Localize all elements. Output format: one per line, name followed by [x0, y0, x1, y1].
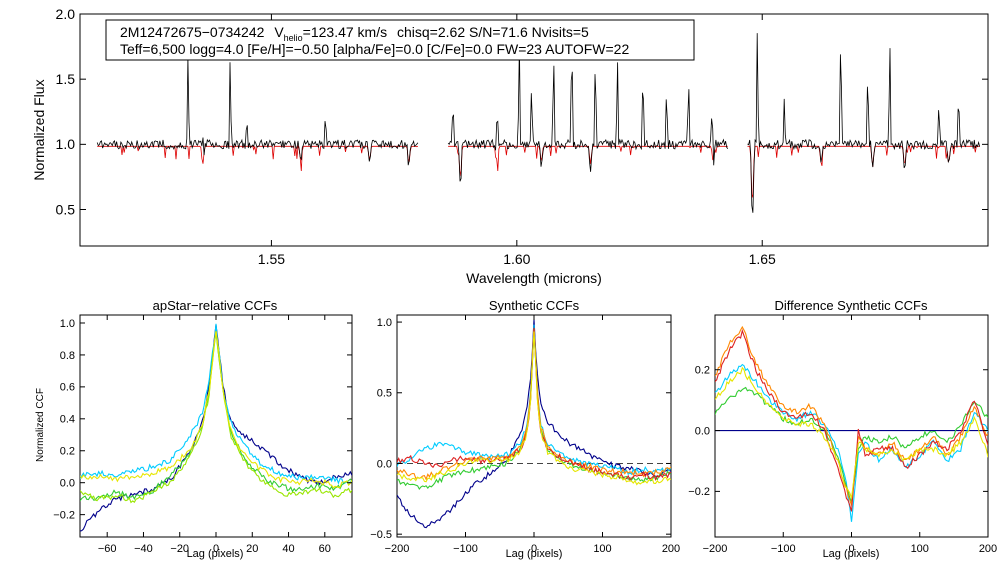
observed-spectrum-segment: [447, 42, 729, 182]
spectrum-info-box: [105, 19, 695, 61]
apstar-ccf-xlabel: Lag (pixels): [187, 548, 244, 560]
xtick-label: −40: [134, 543, 153, 555]
apstar-ccf-panel: apStar−relative CCFs −60 −40 −20 0 20 40 60 −0.…: [35, 298, 353, 560]
xtick-label: 0: [213, 543, 219, 555]
observed-spectrum-segment: [96, 56, 419, 166]
ccf-series-visit-4: [715, 325, 988, 506]
vhelio-symbol: V: [274, 24, 284, 40]
xtick-label: 0: [531, 543, 537, 555]
ytick-label: 0.0: [377, 458, 392, 470]
apstar-ccf-data: [80, 323, 352, 532]
ytick-label: 2.0: [56, 6, 76, 22]
ytick-label: 1.0: [56, 136, 76, 152]
synthetic-ccf-title: Synthetic CCFs: [489, 298, 580, 313]
ytick-label: −0.5: [370, 529, 392, 541]
apstar-ccf-axes-frame: [79, 314, 353, 538]
ccf-series-visit-1: [80, 324, 352, 532]
xtick-label: 200: [979, 543, 997, 555]
ytick-label: 0.2: [695, 365, 710, 377]
difference-ccf-data: [715, 325, 988, 522]
ytick-label: 1.0: [377, 317, 392, 329]
spectrum-ticks: 1.55 1.60 1.65 0.5 1.0 1.5 2.0: [56, 6, 988, 267]
xtick-label: 1.65: [749, 251, 776, 267]
ccf-series-visit-4: [80, 331, 352, 504]
fit-statistics: chisq=2.62 S/N=71.6 Nvisits=5: [397, 24, 589, 40]
ytick-label: 1.5: [56, 71, 76, 87]
synthetic-ccf-ticks: −200 −100 0 100 200 −0.5 0.0 0.5 1.0: [370, 315, 680, 555]
ccf-series-visit-6: [715, 366, 988, 499]
synthetic-ccf-panel: Synthetic CCFs −200 −100 0 100 200 −0.5 0.0 0.5…: [370, 298, 680, 560]
difference-ccf-ticks: −200 −100 0 100 200 −0.2 0.0 0.2: [688, 315, 997, 555]
xtick-label: −100: [453, 543, 478, 555]
ytick-label: 0.8: [60, 350, 75, 362]
ytick-label: −0.2: [688, 486, 710, 498]
ccf-series-visit-5: [397, 328, 671, 482]
ccf-series-visit-5: [80, 331, 352, 489]
ccf-series-visit-2: [80, 323, 352, 485]
xtick-label: −200: [703, 543, 728, 555]
xtick-label: −60: [98, 543, 117, 555]
synthetic-ccf-data: [397, 319, 671, 529]
ccf-series-visit-1: [397, 319, 671, 529]
xtick-label: −20: [170, 543, 189, 555]
ytick-label: 0.6: [60, 382, 75, 394]
xtick-label: 60: [319, 543, 331, 555]
spectrum-ylabel: Normalized Flux: [31, 79, 47, 180]
xtick-label: 1.55: [258, 251, 285, 267]
xtick-label: 100: [911, 543, 929, 555]
ccf-series-visit-5: [715, 328, 988, 512]
ytick-label: 0.0: [60, 478, 75, 490]
ytick-label: 0.5: [56, 201, 76, 217]
ytick-label: 0.5: [377, 388, 392, 400]
apstar-ccf-title: apStar−relative CCFs: [153, 298, 278, 313]
ccf-series-visit-6: [397, 331, 671, 486]
apstar-ccf-ylabel: Normalized CCF: [35, 388, 46, 462]
ccf-series-visit-2: [397, 324, 671, 476]
vhelio-subscript: helio: [284, 33, 303, 43]
ytick-label: 0.0: [695, 425, 710, 437]
vhelio-value: =123.47 km/s: [303, 24, 387, 40]
difference-ccf-title: Difference Synthetic CCFs: [775, 298, 928, 313]
xtick-label: 0: [848, 543, 854, 555]
model-spectrum-segment: [747, 145, 980, 198]
xtick-label: 100: [593, 543, 611, 555]
ytick-label: 0.2: [60, 446, 75, 458]
xtick-label: −100: [771, 543, 796, 555]
spectrum-axes-frame: [79, 13, 989, 247]
difference-ccf-panel: Difference Synthetic CCFs −200 −100 0 100 20…: [688, 298, 997, 560]
difference-ccf-xlabel: Lag (pixels): [823, 548, 880, 560]
star-id: 2M12472675−0734242: [120, 24, 265, 40]
xtick-label: −200: [385, 543, 410, 555]
xtick-label: 40: [282, 543, 294, 555]
spectrum-panel: 1.55 1.60 1.65 0.5 1.0 1.5 2.0 2M12472675−0734…: [31, 6, 989, 286]
xtick-label: 1.60: [503, 251, 530, 267]
model-spectrum-segment: [448, 145, 728, 177]
ytick-label: 1.0: [60, 318, 75, 330]
observed-spectrum-segment: [747, 33, 981, 213]
xtick-label: 20: [246, 543, 258, 555]
ccf-series-visit-3: [715, 386, 988, 503]
xtick-label: 200: [662, 543, 680, 555]
synthetic-ccf-axes-frame: [396, 314, 672, 538]
spectrum-info-line1: 2M12472675−0734242 Vhelio=123.47 km/s ch…: [120, 24, 589, 43]
spectrum-info-line2: Teff=6,500 logg=4.0 [Fe/H]=−0.50 [alpha/…: [120, 41, 629, 57]
spectrum-data: [96, 33, 981, 213]
spectrum-xlabel: Wavelength (microns): [466, 270, 602, 286]
synthetic-ccf-xlabel: Lag (pixels): [506, 548, 563, 560]
apstar-ccf-ticks: −60 −40 −20 0 20 40 60 −0.2 0.0 0.2 0.4 0.6 0.8 1.0: [53, 315, 352, 555]
ccf-series-visit-4: [397, 327, 671, 481]
ytick-label: −0.2: [53, 509, 75, 521]
ytick-label: 0.4: [60, 414, 75, 426]
